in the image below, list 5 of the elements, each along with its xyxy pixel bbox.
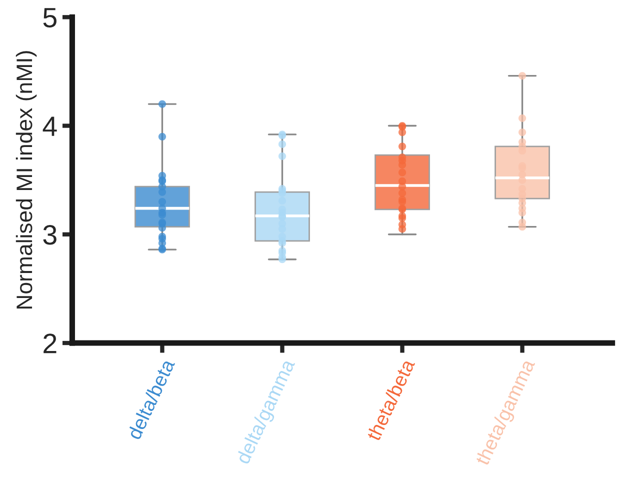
y-axis-title: Normalised MI index (nMI) (16, 51, 37, 309)
y-tick-label: 5 (43, 8, 56, 28)
y-tick-label: 4 (42, 116, 57, 136)
y-tick-label: 2 (44, 334, 56, 354)
y-tick-label: 3 (43, 225, 56, 245)
